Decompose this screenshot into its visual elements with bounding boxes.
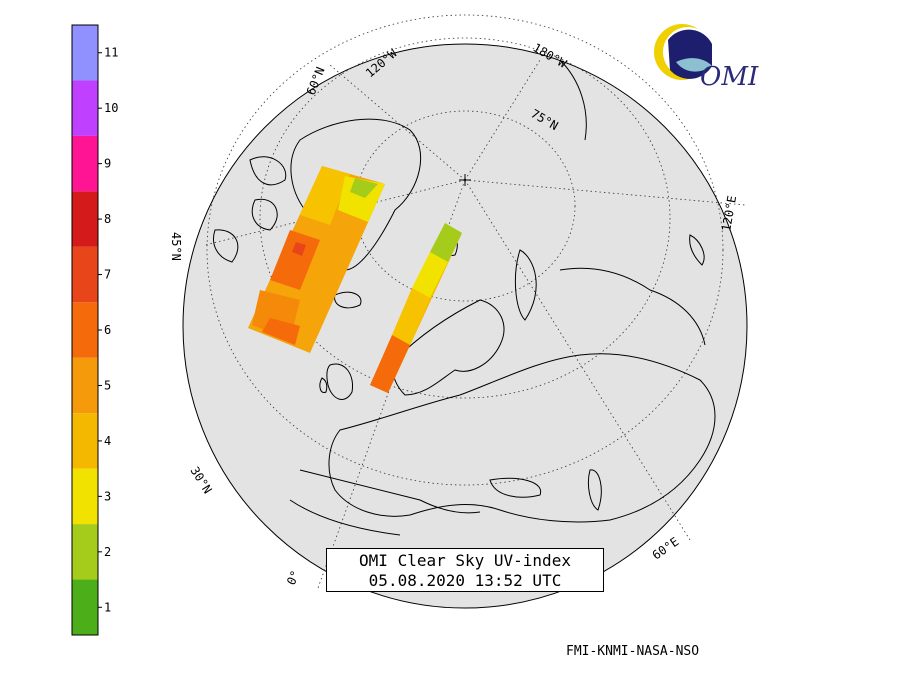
credit-text: FMI-KNMI-NASA-NSO — [566, 644, 700, 659]
color-scale-band — [72, 579, 98, 635]
color-scale-label: 2 — [104, 545, 111, 559]
color-scale-band — [72, 80, 98, 136]
color-scale-label: 10 — [104, 101, 118, 115]
omi-logo — [654, 24, 713, 80]
omi-logo-text: OMI — [700, 62, 759, 92]
map-title: OMI Clear Sky UV-index — [359, 551, 571, 570]
color-scale-label: 4 — [104, 434, 111, 448]
label-lon-120e: 120°E — [719, 195, 739, 233]
color-scale-label: 3 — [104, 489, 111, 503]
color-scale-band — [72, 25, 98, 81]
label-lat-45n: 45°N — [169, 232, 183, 261]
color-scale-band — [72, 302, 98, 358]
color-scale-band — [72, 246, 98, 303]
map-title-box: OMI Clear Sky UV-index 05.08.2020 13:52 … — [326, 548, 604, 592]
label-lat-30n: 30°N — [187, 464, 214, 496]
globe — [182, 14, 748, 609]
uv-swath-east — [370, 223, 462, 393]
map-timestamp: 05.08.2020 13:52 UTC — [368, 571, 562, 590]
label-lon-0: 0° — [284, 568, 303, 587]
latitude-lines — [206, 14, 724, 486]
color-scale-label: 11 — [104, 46, 118, 60]
coastlines — [213, 59, 716, 536]
color-scale-label: 1 — [104, 600, 111, 614]
color-scale-band — [72, 191, 98, 247]
color-scale-label: 5 — [104, 378, 111, 392]
color-scale-band — [72, 357, 98, 414]
color-scale-label: 9 — [104, 157, 111, 171]
label-lon-60e: 60°E — [650, 534, 682, 562]
uv-swath-west — [248, 166, 385, 353]
color-scale-label: 6 — [104, 323, 111, 337]
color-scale-label: 7 — [104, 268, 111, 282]
color-scale-band — [72, 413, 98, 469]
color-scale-band — [72, 135, 98, 192]
color-scale-band — [72, 468, 98, 525]
color-scale-label: 8 — [104, 212, 111, 226]
north-pole-marker — [459, 174, 471, 186]
uv-index-color-scale: 1 2 3 4 5 6 7 8 9 10 11 — [71, 24, 118, 636]
color-scale-band — [72, 524, 98, 580]
